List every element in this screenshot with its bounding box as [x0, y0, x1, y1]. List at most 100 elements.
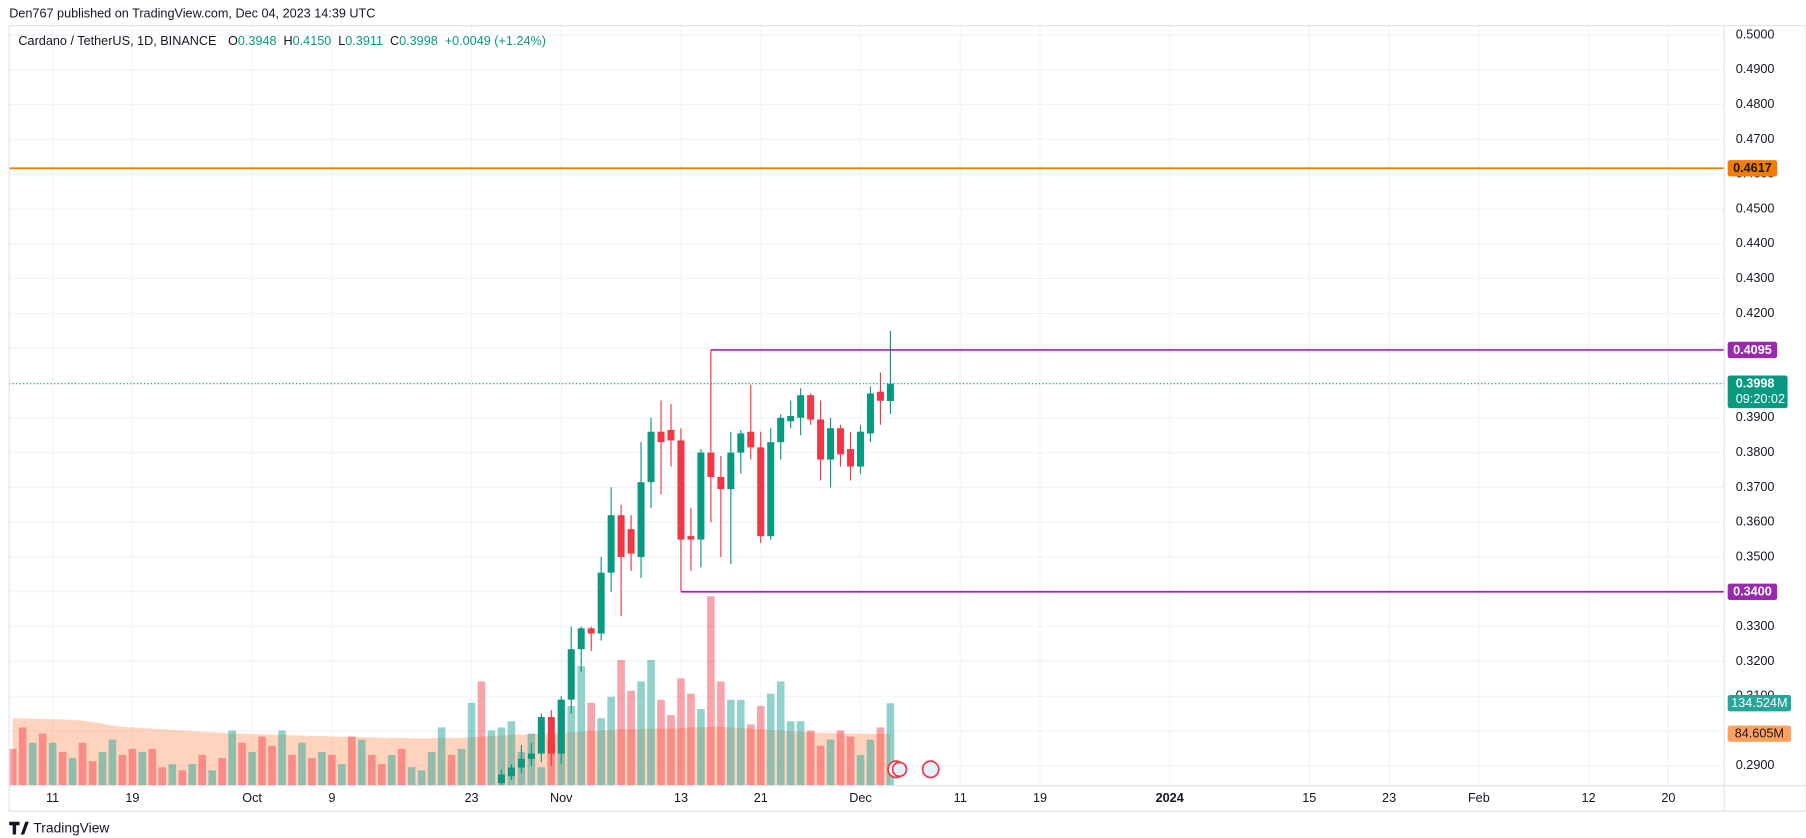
- volume-bar: [38, 733, 47, 786]
- candle-body: [597, 572, 605, 634]
- x-tick-label: 20: [1661, 790, 1675, 805]
- volume-bar: [278, 730, 286, 786]
- candle-body: [607, 515, 615, 573]
- x-tick-label: 15: [1302, 790, 1316, 805]
- candle-body: [787, 416, 795, 422]
- volume-bar: [248, 751, 256, 786]
- volume-bar: [18, 727, 27, 786]
- candle-body: [677, 440, 685, 540]
- volume-bar: [188, 764, 197, 786]
- x-tick-label: 23: [464, 790, 478, 805]
- volume-bar: [806, 730, 815, 786]
- x-tick-label: Dec: [849, 790, 872, 805]
- volume-bar: [707, 596, 715, 786]
- candle-body: [797, 395, 805, 418]
- volume-bar: [447, 754, 456, 786]
- volume-bar: [318, 751, 326, 786]
- candle-body: [807, 395, 815, 420]
- candle-body: [727, 452, 735, 490]
- volume-bar: [48, 742, 57, 786]
- volume-bar: [507, 721, 516, 786]
- y-tick-label: 0.3300: [1736, 618, 1775, 633]
- volume-bar: [218, 758, 226, 786]
- level-label-box: [1727, 160, 1778, 177]
- y-tick-label: 0.4300: [1736, 270, 1775, 285]
- volume-bar: [268, 745, 276, 786]
- volume-bar: [288, 754, 296, 786]
- y-tick-label: 0.3500: [1736, 548, 1775, 563]
- x-tick-label: 19: [125, 790, 139, 805]
- volume-bar: [637, 681, 645, 786]
- candle-body: [497, 774, 505, 784]
- volume-bar: [467, 702, 476, 786]
- x-tick-label: 13: [674, 790, 688, 805]
- volume-bar: [98, 751, 107, 786]
- footer-brand: TradingView: [33, 819, 110, 835]
- volume-bar: [537, 767, 546, 786]
- candle-body: [627, 529, 635, 554]
- volume-bar: [168, 764, 177, 786]
- candle-body: [847, 449, 855, 467]
- volume-bar: [158, 767, 167, 786]
- volume-bar: [727, 699, 735, 786]
- volume-bar: [657, 699, 665, 786]
- volume-bar: [587, 702, 595, 786]
- candle-body: [647, 431, 655, 483]
- volume-bar: [9, 748, 17, 786]
- volume-bar: [78, 742, 87, 786]
- candle-body: [507, 767, 515, 777]
- legend-key: C: [390, 33, 399, 48]
- volume-bar: [577, 666, 586, 786]
- x-tick-label: 11: [46, 790, 59, 805]
- volume-bar: [816, 745, 825, 786]
- last-price-label: 0.3998: [1736, 376, 1775, 391]
- y-tick-label: 0.3700: [1736, 479, 1775, 494]
- volume-bar: [667, 715, 675, 786]
- y-tick-label: 0.4900: [1736, 61, 1775, 76]
- volume-bar: [108, 739, 117, 786]
- y-tick-label: 0.4200: [1736, 305, 1775, 320]
- volume-bar: [487, 730, 496, 786]
- x-tick-label: 19: [1033, 790, 1047, 805]
- volume-bar: [567, 705, 576, 786]
- candle-body: [687, 536, 695, 540]
- volume-bar: [58, 751, 67, 786]
- volume-bar: [407, 767, 416, 786]
- volume-bar: [338, 764, 346, 786]
- candle-body: [777, 417, 785, 443]
- candle-body: [637, 482, 645, 557]
- y-tick-label: 0.5000: [1736, 26, 1775, 41]
- candle-body: [747, 431, 755, 448]
- candle-body: [817, 419, 825, 460]
- candle-body: [717, 476, 725, 490]
- volume-bar: [28, 742, 37, 786]
- volume-bar: [328, 754, 336, 786]
- volume-bar: [627, 690, 635, 786]
- level-label: 0.4095: [1733, 342, 1772, 357]
- volume-bar: [746, 724, 755, 786]
- x-tick-label: 21: [754, 790, 768, 805]
- y-tick-label: 0.3900: [1736, 409, 1775, 424]
- volume-bar: [437, 727, 446, 786]
- candle-body: [517, 758, 525, 768]
- candle-body: [697, 452, 705, 540]
- volume-bar: [417, 770, 426, 786]
- level-label: 0.3400: [1733, 584, 1772, 599]
- candle-body: [667, 429, 675, 441]
- x-tick-label: 9: [328, 790, 335, 805]
- volume-bar: [128, 748, 137, 786]
- volume-bar: [796, 721, 805, 786]
- volume-marker-label: 84.605M: [1735, 726, 1784, 741]
- volume-bar: [377, 764, 386, 786]
- legend-key: L: [338, 33, 345, 48]
- candle-body: [617, 515, 625, 557]
- volume-bar: [876, 727, 885, 786]
- level-label: 0.4617: [1733, 160, 1772, 175]
- volume-bar: [886, 703, 895, 786]
- volume-bar: [737, 699, 745, 786]
- candle-body: [587, 628, 595, 634]
- volume-bar: [208, 770, 216, 786]
- y-tick-label: 0.3800: [1736, 444, 1775, 459]
- level-label-box: [1727, 341, 1778, 359]
